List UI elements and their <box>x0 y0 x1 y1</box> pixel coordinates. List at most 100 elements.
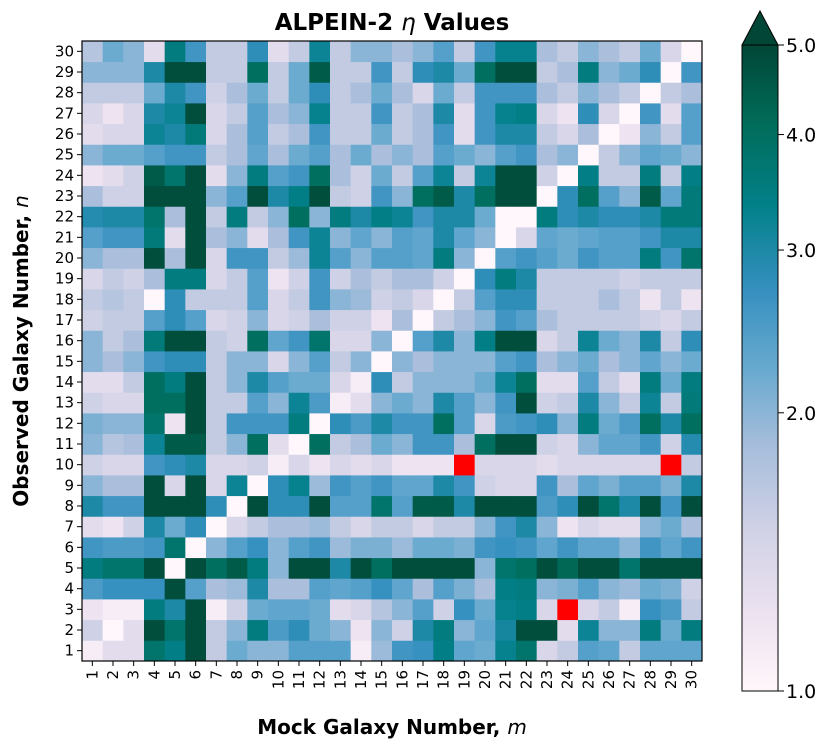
heatmap-cell <box>102 495 124 517</box>
heatmap-cell <box>288 165 310 187</box>
heatmap-cell <box>660 619 682 641</box>
heatmap-cell <box>164 247 186 269</box>
heatmap-cell <box>206 495 228 517</box>
heatmap-cell <box>185 516 207 538</box>
heatmap-cell <box>516 619 538 641</box>
heatmap-cell <box>578 371 600 393</box>
y-tick-label: 17 <box>55 311 74 329</box>
heatmap-cell <box>144 144 166 166</box>
special-cell <box>557 599 579 621</box>
heatmap-cell <box>454 433 476 455</box>
heatmap-cell <box>309 475 331 497</box>
heatmap-cell <box>123 537 145 559</box>
y-tick-label: 11 <box>55 435 74 453</box>
heatmap-cell <box>226 537 248 559</box>
heatmap-cell <box>516 185 538 207</box>
heatmap-cell <box>619 578 641 600</box>
heatmap-cell <box>516 392 538 414</box>
heatmap-cell <box>226 247 248 269</box>
heatmap-cell <box>82 289 104 311</box>
x-tick-label: 2 <box>104 670 122 680</box>
heatmap-cell <box>640 82 662 104</box>
heatmap-cell <box>226 351 248 373</box>
heatmap-cell <box>330 578 352 600</box>
y-tick-label: 28 <box>55 84 74 102</box>
heatmap-cell <box>123 599 145 621</box>
heatmap-cell <box>557 454 579 476</box>
heatmap-cell <box>412 599 434 621</box>
heatmap-cell <box>660 433 682 455</box>
heatmap-cell <box>392 413 414 435</box>
heatmap-cell <box>619 144 641 166</box>
heatmap-cell <box>288 289 310 311</box>
heatmap-cell <box>412 185 434 207</box>
heatmap-cell <box>350 144 372 166</box>
heatmap-cell <box>268 537 290 559</box>
heatmap-cell <box>578 619 600 641</box>
heatmap-cell <box>681 41 703 63</box>
heatmap-cell <box>123 206 145 228</box>
heatmap-cell <box>557 103 579 125</box>
heatmap-cell <box>206 557 228 579</box>
heatmap-cell <box>474 537 496 559</box>
heatmap-cell <box>660 247 682 269</box>
heatmap-cell <box>164 392 186 414</box>
heatmap-cell <box>474 454 496 476</box>
heatmap-cell <box>660 330 682 352</box>
heatmap-cell <box>640 599 662 621</box>
heatmap-cell <box>578 330 600 352</box>
heatmap-cell <box>102 123 124 145</box>
heatmap-cell <box>598 599 620 621</box>
heatmap-cell <box>185 454 207 476</box>
heatmap-cell <box>433 41 455 63</box>
heatmap-cell <box>412 144 434 166</box>
heatmap-cell <box>288 599 310 621</box>
x-tick-label: 15 <box>373 670 391 689</box>
heatmap-cell <box>392 41 414 63</box>
heatmap-cell <box>288 454 310 476</box>
heatmap-cell <box>412 495 434 517</box>
x-tick-label: 4 <box>145 670 163 680</box>
heatmap-cell <box>144 619 166 641</box>
heatmap-cell <box>454 123 476 145</box>
heatmap-cell <box>640 227 662 249</box>
y-tick-label: 16 <box>55 332 74 350</box>
heatmap-cell <box>226 516 248 538</box>
heatmap-cell <box>268 227 290 249</box>
heatmap-cell <box>640 619 662 641</box>
heatmap-cell <box>578 227 600 249</box>
heatmap-cell <box>102 454 124 476</box>
heatmap-cell <box>164 82 186 104</box>
heatmap-cell <box>598 557 620 579</box>
heatmap-cell <box>185 495 207 517</box>
heatmap-cell <box>350 433 372 455</box>
heatmap-cell <box>164 351 186 373</box>
heatmap-cell <box>144 640 166 662</box>
heatmap-cell <box>350 289 372 311</box>
heatmap-cell <box>598 537 620 559</box>
x-axis-label: Mock Galaxy Number, m <box>257 715 527 739</box>
heatmap-cell <box>330 537 352 559</box>
heatmap-cell <box>123 475 145 497</box>
heatmap-cell <box>681 516 703 538</box>
heatmap-cell <box>578 165 600 187</box>
heatmap-cell <box>619 289 641 311</box>
heatmap-cell <box>516 227 538 249</box>
heatmap-cell <box>598 351 620 373</box>
heatmap-cell <box>350 351 372 373</box>
heatmap-cell <box>350 103 372 125</box>
heatmap-cell <box>206 103 228 125</box>
heatmap-cell <box>578 206 600 228</box>
heatmap-cell <box>495 413 517 435</box>
heatmap-cell <box>536 578 558 600</box>
heatmap-cell <box>123 103 145 125</box>
heatmap-cell <box>268 433 290 455</box>
heatmap-cell <box>578 185 600 207</box>
heatmap-cell <box>206 165 228 187</box>
heatmap-cell <box>660 268 682 290</box>
heatmap-cell <box>350 475 372 497</box>
heatmap-cell <box>598 619 620 641</box>
heatmap-cell <box>536 247 558 269</box>
heatmap-cell <box>495 557 517 579</box>
heatmap-cell <box>268 413 290 435</box>
